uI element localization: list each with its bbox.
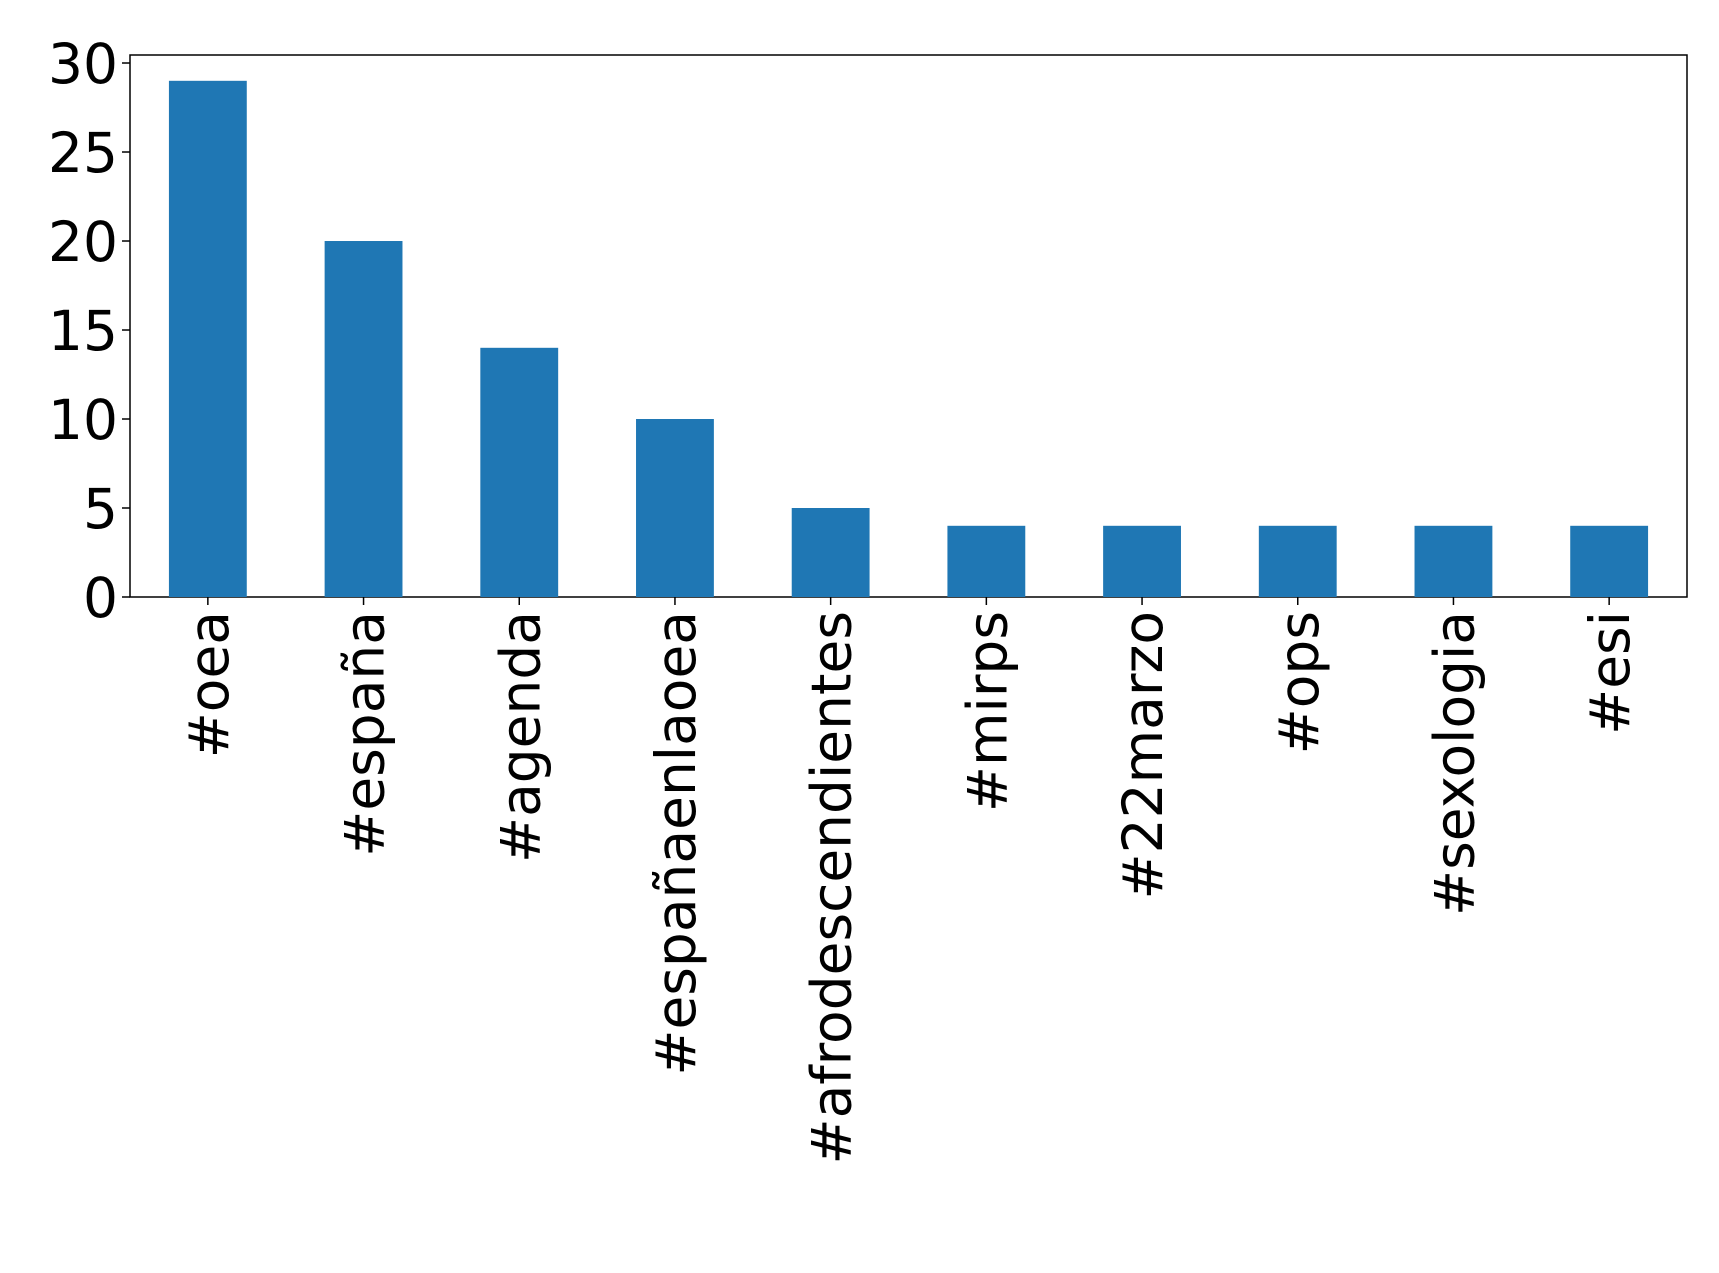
x-tick-label: #ops: [1267, 611, 1331, 754]
bar: [168, 80, 247, 598]
plot-frame: [129, 54, 1688, 598]
y-tick-label: 15: [48, 299, 118, 363]
bar: [324, 241, 403, 597]
bar: [480, 347, 559, 597]
bar: [947, 525, 1026, 597]
x-tick-label: #españaenlaoea: [644, 611, 708, 1076]
y-tick-label: 20: [48, 210, 118, 274]
bar: [636, 419, 714, 597]
x-tick-label: #22marzo: [1111, 611, 1175, 899]
x-tick-label: #agenda: [488, 611, 552, 863]
bar: [1570, 525, 1649, 597]
y-tick-label: 5: [83, 477, 118, 541]
y-tick-label: 25: [48, 121, 118, 185]
bar: [791, 508, 870, 597]
x-tick-label: #esi: [1578, 611, 1642, 735]
x-tick-label: #oea: [177, 611, 241, 758]
x-tick-label: #afrodescendientes: [800, 611, 864, 1165]
bar: [1414, 525, 1493, 597]
y-tick-label: 10: [48, 388, 118, 452]
bar: [1258, 525, 1337, 597]
y-tick-label: 0: [83, 566, 118, 630]
bar: [1103, 525, 1181, 597]
x-tick-label: #españa: [333, 611, 397, 857]
y-tick-label: 30: [48, 32, 118, 96]
x-tick-label: #mirps: [955, 611, 1019, 812]
x-tick-label: #sexologia: [1422, 611, 1486, 916]
